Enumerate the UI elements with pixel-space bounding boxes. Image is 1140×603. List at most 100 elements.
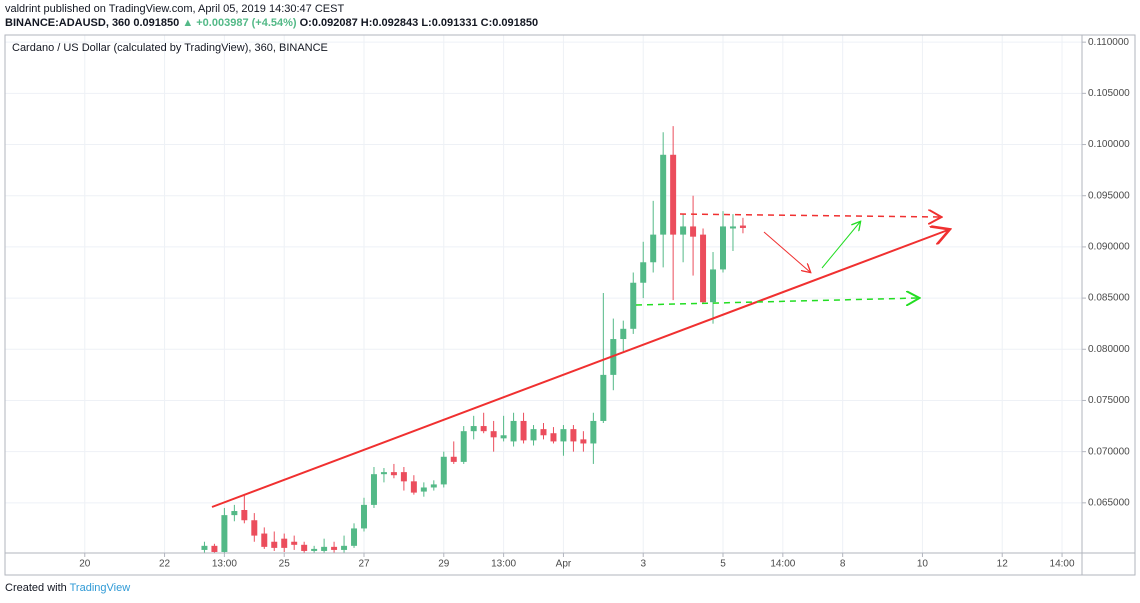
candle-body: [370, 474, 377, 505]
candle-body: [540, 429, 547, 436]
y-tick-label: 0.100000: [1088, 139, 1130, 150]
candle-body: [620, 328, 627, 340]
candle-body: [351, 528, 358, 546]
candle-body: [570, 429, 577, 442]
x-tick-label: 27: [358, 559, 370, 570]
symbol-line: BINANCE:ADAUSD, 360 0.091850 ▲ +0.003987…: [5, 17, 538, 29]
down-arrow: [763, 231, 810, 272]
candle-body: [560, 429, 567, 442]
x-tick-label: 20: [79, 559, 91, 570]
candle-body: [221, 515, 228, 552]
y-tick-label: 0.070000: [1088, 446, 1130, 457]
x-tick-label: 13:00: [212, 559, 237, 570]
candle-body: [630, 282, 637, 329]
candle-body: [520, 420, 527, 441]
candle-body: [201, 545, 208, 550]
x-tick-label: 22: [159, 559, 171, 570]
candle-body: [450, 456, 457, 462]
candle-body: [231, 511, 238, 516]
x-tick-label: 14:00: [770, 559, 795, 570]
x-tick-label: 14:00: [1050, 559, 1075, 570]
resistance-line: [679, 214, 940, 217]
candle-body: [580, 439, 587, 444]
y-tick-label: 0.065000: [1088, 497, 1130, 508]
x-tick-label: 3: [640, 559, 646, 570]
candle-body: [690, 226, 697, 237]
candle-body: [331, 546, 338, 550]
candle-body: [430, 484, 437, 488]
candle-body: [271, 541, 278, 548]
candle-body: [341, 545, 348, 550]
publisher-line: valdrint published on TradingView.com, A…: [5, 3, 344, 15]
price: 0.091850: [133, 17, 180, 29]
candle-body: [470, 426, 477, 432]
candle-body: [211, 545, 218, 552]
annotations: [211, 214, 948, 508]
x-tick-label: 25: [279, 559, 291, 570]
candle-body: [670, 154, 677, 235]
candle-body: [301, 544, 308, 551]
candle-body: [251, 520, 258, 536]
candle-body: [550, 433, 557, 442]
candle-body: [261, 533, 268, 547]
candle-body: [440, 456, 447, 485]
created-with: Created with: [5, 582, 67, 594]
candle-body: [650, 234, 657, 263]
candle-body: [700, 234, 707, 303]
candle-body: [590, 420, 597, 444]
candle-body: [281, 538, 288, 548]
y-tick-label: 0.085000: [1088, 293, 1130, 304]
change: ▲ +0.003987 (+4.54%): [182, 17, 297, 29]
candles: [201, 126, 746, 553]
frame: [4, 34, 1136, 576]
candle-body: [361, 504, 367, 529]
candle-body: [739, 225, 746, 228]
candle-body: [600, 374, 607, 421]
candle-body: [390, 472, 397, 476]
candle-body: [640, 262, 647, 283]
chart-title: Cardano / US Dollar (calculated by Tradi…: [12, 42, 328, 54]
candle-body: [500, 435, 507, 439]
candle-body: [400, 472, 407, 482]
y-tick-label: 0.080000: [1088, 344, 1130, 355]
candle-body: [460, 431, 467, 462]
candle-body: [729, 226, 736, 229]
x-tick-label: 10: [917, 559, 929, 570]
ohlc: O:0.092087 H:0.092843 L:0.091331 C:0.091…: [299, 17, 539, 29]
candle-body: [241, 510, 248, 521]
x-tick-label: 5: [720, 559, 726, 570]
candle-body: [480, 426, 487, 432]
x-tick-label: 12: [997, 559, 1009, 570]
grid: [5, 35, 1082, 553]
up-arrow: [821, 222, 860, 269]
symbol: BINANCE:ADAUSD, 360: [5, 17, 131, 29]
candle-body: [720, 226, 726, 270]
x-tick-label: Apr: [556, 559, 572, 570]
y-tick-label: 0.110000: [1088, 37, 1129, 48]
y-tick-label: 0.095000: [1088, 190, 1130, 201]
y-tick-label: 0.090000: [1088, 242, 1130, 253]
y-tick-label: 0.075000: [1088, 395, 1130, 406]
candle-body: [420, 487, 427, 492]
x-tick-label: 13:00: [491, 559, 516, 570]
candle-body: [510, 420, 517, 442]
support-line: [635, 298, 918, 305]
x-tick-label: 8: [840, 559, 846, 570]
publisher: valdrint published on TradingView.com, A…: [5, 3, 345, 15]
candle-body: [490, 431, 497, 438]
candle-body: [311, 548, 318, 551]
footer: Created with TradingView: [5, 582, 130, 594]
candle-body: [530, 429, 537, 441]
brand[interactable]: TradingView: [69, 582, 131, 594]
candle-body: [410, 481, 417, 493]
candle-body: [321, 546, 328, 551]
candle-body: [660, 154, 667, 235]
trend-line: [211, 230, 948, 508]
y-tick-label: 0.105000: [1088, 88, 1130, 99]
candle-body: [710, 269, 717, 303]
x-tick-label: 29: [438, 559, 450, 570]
candle-body: [291, 541, 298, 545]
candle-body: [680, 226, 687, 235]
